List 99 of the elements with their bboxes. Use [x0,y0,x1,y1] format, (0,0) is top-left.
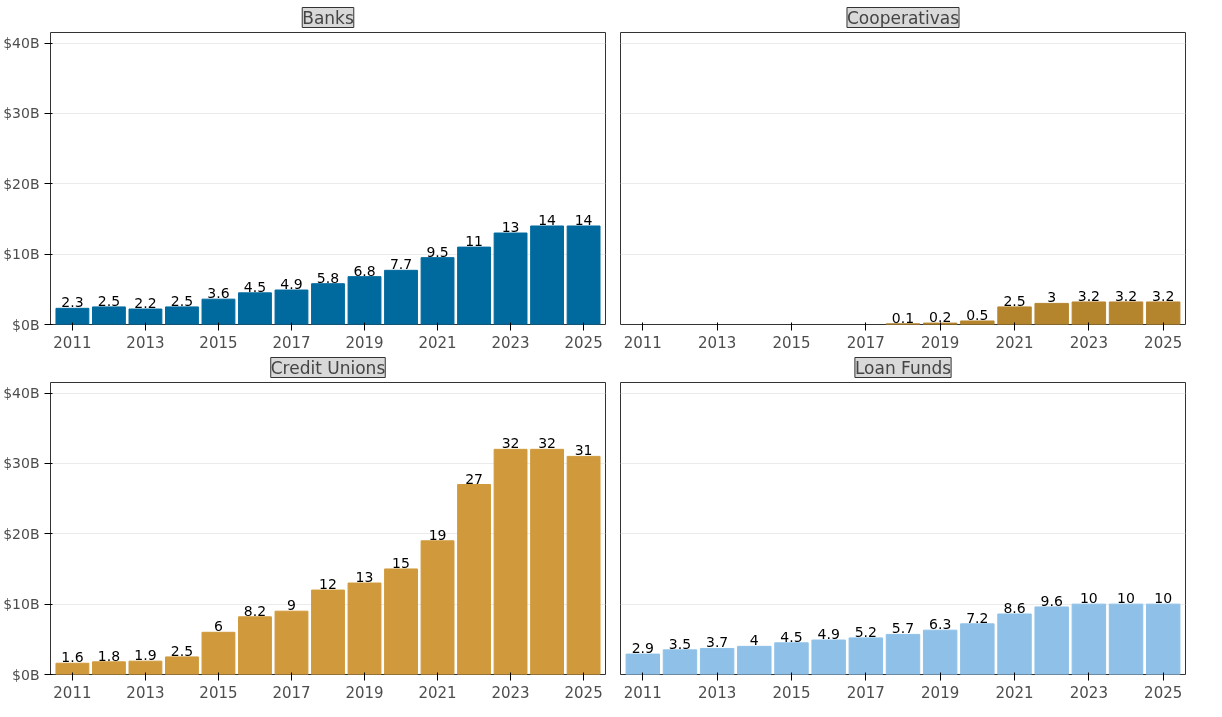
data-label: 5.2 [854,623,877,640]
x-tick-label: 2021 [418,683,457,702]
data-label: 27 [465,470,483,487]
data-label: 0.5 [966,306,989,323]
y-tick-label: $20B [3,175,40,192]
data-label: 31 [574,442,593,459]
x-tick-label: 2017 [846,683,885,702]
data-label: 6.8 [353,262,376,279]
x-tick-label: 2021 [995,333,1034,352]
data-label: 19 [428,526,447,543]
x-tick-label: 2019 [345,683,384,702]
data-label: 3.2 [1152,287,1175,304]
data-label: 13 [501,219,520,236]
data-label: 9.5 [426,243,449,260]
data-label: 1.6 [61,649,84,666]
x-tick-label: 2025 [1144,333,1183,352]
data-label: 3.6 [207,285,230,302]
data-label: 7.2 [966,609,989,626]
data-label: 5.8 [316,269,340,286]
y-tick-label: $10B [3,596,40,613]
chart-title: Loan Funds [854,357,952,378]
x-tick-label: 2013 [698,683,737,702]
y-tick-label: $30B [3,105,40,122]
data-label: 4.9 [817,626,840,643]
data-label: 6 [214,618,224,635]
y-tick-label: $0B [12,316,40,333]
data-label: 3.2 [1114,287,1138,304]
x-tick-label: 2025 [564,333,603,352]
data-label: 14 [538,211,557,228]
x-tick-label: 2023 [1069,333,1108,352]
y-tick-label: $30B [3,455,40,472]
data-label: 3.2 [1077,287,1100,304]
data-label: 8.6 [1003,599,1026,616]
x-tick-label: 2025 [1144,683,1183,702]
x-tick-label: 2011 [53,683,92,702]
data-label: 2.3 [61,294,84,311]
y-tick-label: $40B [3,385,40,402]
data-label: 0.1 [891,309,915,326]
y-tick-label: $40B [3,35,40,52]
data-label: 4.5 [780,628,803,645]
data-label: 2.2 [134,295,157,312]
data-label: 14 [574,211,593,228]
data-label: 32 [501,435,520,452]
x-tick-label: 2013 [698,333,737,352]
x-tick-label: 2013 [126,333,165,352]
data-label: 4.5 [243,278,267,295]
x-tick-label: 2011 [623,333,662,352]
x-tick-label: 2017 [272,333,311,352]
data-label: 2.9 [631,640,654,657]
data-label: 10 [1079,590,1098,607]
x-tick-label: 2011 [623,683,662,702]
x-tick-label: 2023 [491,333,530,352]
x-tick-label: 2017 [846,333,885,352]
x-tick-label: 2017 [272,683,311,702]
data-label: 8.2 [243,602,267,619]
x-tick-label: 2013 [126,683,165,702]
data-label: 2.5 [1003,292,1026,309]
x-tick-label: 2021 [995,683,1034,702]
y-tick-label: $10B [3,246,40,263]
data-label: 9 [287,597,296,614]
x-tick-label: 2025 [564,683,603,702]
data-label: 9.6 [1040,592,1063,609]
data-label: 10 [1154,590,1173,607]
chart-title: Credit Unions [270,357,386,378]
data-label: 11 [465,233,483,250]
data-label: 3 [1047,289,1057,306]
chart-title: Cooperativas [846,7,960,28]
x-tick-label: 2019 [921,333,960,352]
x-tick-label: 2023 [491,683,530,702]
data-label: 1.9 [134,647,157,664]
data-label: 2.5 [170,292,194,309]
data-label: 2.5 [170,642,194,659]
x-tick-label: 2023 [1069,683,1108,702]
data-label: 12 [319,576,337,593]
data-label: 7.7 [389,256,413,273]
data-label: 2.5 [97,292,121,309]
y-tick-label: $0B [12,666,40,683]
data-label: 3.5 [668,635,692,652]
x-tick-label: 2015 [199,333,238,352]
data-label: 32 [538,435,556,452]
x-tick-label: 2019 [921,683,960,702]
data-label: 5.7 [891,620,915,637]
y-tick-label: $20B [3,525,40,542]
x-tick-label: 2015 [772,333,811,352]
x-tick-label: 2015 [199,683,238,702]
x-tick-label: 2011 [53,333,92,352]
x-tick-label: 2015 [772,683,811,702]
x-tick-label: 2021 [418,333,457,352]
data-label: 4.9 [280,276,303,293]
data-label: 6.3 [929,616,952,633]
data-label: 13 [355,569,374,586]
chart-title: Banks [302,7,354,28]
data-label: 4 [749,632,759,649]
data-label: 0.2 [929,309,952,326]
data-label: 3.7 [706,634,729,651]
data-label: 1.8 [97,647,121,664]
data-label: 15 [392,554,410,571]
data-label: 10 [1117,590,1135,607]
x-tick-label: 2019 [345,333,384,352]
